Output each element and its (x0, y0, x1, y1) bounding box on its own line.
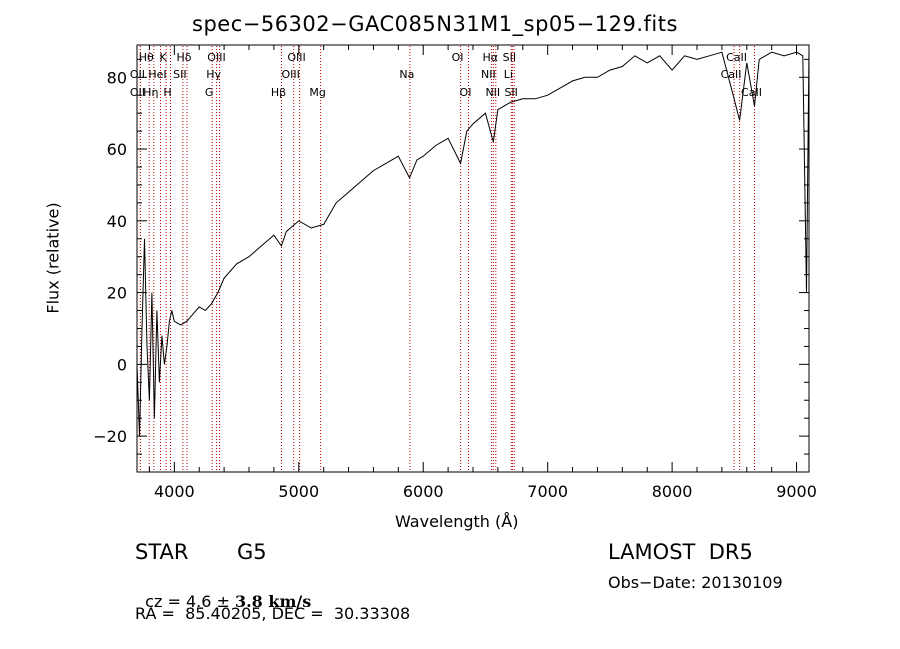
axis-ticks: 4000 5000 6000 7000 8000 9000 −20 0 20 40 60 80 (93, 45, 817, 501)
spectral-line-label: Hγ (206, 68, 221, 81)
spectral-line-label: CaII (721, 68, 742, 81)
spectral-line-label: Hδ (176, 51, 191, 64)
spectral-line-label: CaII (726, 51, 747, 64)
spectral-line-label: G (205, 86, 214, 99)
spectral-line-label: OI (452, 51, 464, 64)
spectral-line-label: Hβ (271, 86, 286, 99)
line-labels: Hθ K Hδ OIII OIII OI Hα SII CaII OII HeI SII Hγ OIII N… (130, 51, 762, 99)
cz-unit: km/s (262, 592, 312, 611)
y-tick-label: 20 (107, 284, 127, 303)
spectral-line-label: OIII (287, 51, 305, 64)
x-axis-label: Wavelength (Å) (395, 512, 519, 531)
y-tick-label: −20 (93, 427, 127, 446)
spectral-line-label: HeI (148, 68, 166, 81)
spectral-line-label: OIII (207, 51, 225, 64)
plot-frame (136, 44, 810, 473)
obs-date: Obs−Date: 20130109 (608, 573, 783, 592)
spectral-line-label: SII (503, 51, 516, 64)
spectral-line-label: Hθ (139, 51, 154, 64)
x-tick-label: 6000 (403, 482, 444, 501)
cz-prefix: cz = 4.6 ± (145, 592, 235, 611)
x-tick-label: 8000 (652, 482, 693, 501)
cz-error: 3.8 (234, 592, 263, 611)
spectral-line-label: Li (504, 68, 513, 81)
y-tick-label: 80 (107, 68, 127, 87)
chart-title: spec−56302−GAC085N31M1_sp05−129.fits (192, 12, 678, 36)
y-tick-label: 40 (107, 212, 127, 231)
x-tick-label: 7000 (527, 482, 568, 501)
spectral-line-label: Hα (483, 51, 499, 64)
spectral-line-label: OII (130, 86, 145, 99)
spectral-line-label: Hη (143, 86, 158, 99)
spectral-line-label: H (163, 86, 171, 99)
x-tick-label: 5000 (278, 482, 319, 501)
spectral-line-label: Mg (309, 86, 325, 99)
spectral-line-label: OII (130, 68, 145, 81)
x-tick-label: 4000 (154, 482, 195, 501)
spectral-line-label: CaII (741, 86, 762, 99)
spectrum-line (136, 48, 810, 437)
spectral-line-label: NII (485, 86, 500, 99)
survey-label: LAMOST DR5 (608, 540, 753, 564)
object-class: STAR (135, 540, 189, 564)
object-subclass: G5 (237, 540, 267, 564)
coordinates: RA = 85.40205, DEC = 30.33308 (135, 604, 411, 623)
spectral-line-label: SII (173, 68, 186, 81)
spectral-line-label: OI (460, 86, 472, 99)
spectral-line-markers (139, 46, 755, 471)
spectral-line-label: Na (399, 68, 414, 81)
y-axis-label: Flux (relative) (43, 202, 63, 314)
y-tick-label: 0 (117, 355, 127, 374)
redshift-readout: cz = 4.6 ± 3.8 km/s (135, 573, 311, 611)
spectral-line-label: K (159, 51, 167, 64)
spectral-line-label: SII (504, 86, 517, 99)
spectral-line-label: NII (481, 68, 496, 81)
x-tick-label: 9000 (776, 482, 817, 501)
spectral-line-label: OIII (282, 68, 300, 81)
y-tick-label: 60 (107, 140, 127, 159)
